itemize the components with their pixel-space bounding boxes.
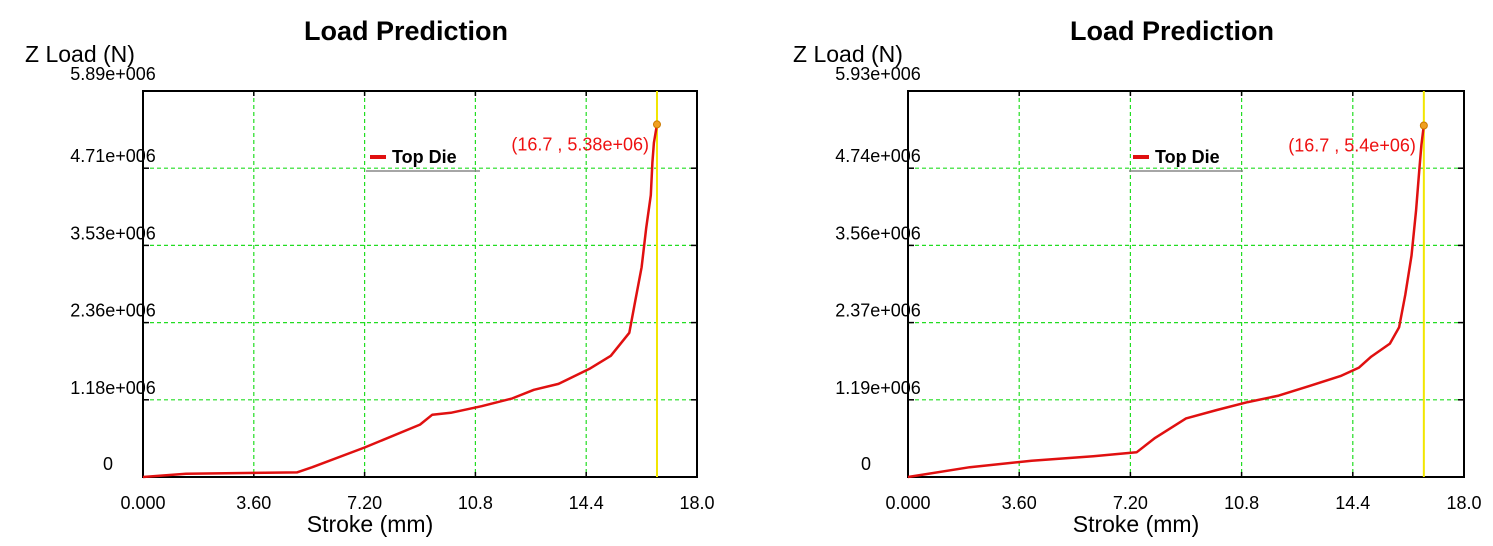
x-tick-label: 14.4: [569, 493, 604, 513]
cursor-marker: [1419, 121, 1428, 130]
x-axis-label: Stroke (mm): [1073, 511, 1200, 537]
y-tick-label: 0: [103, 454, 113, 474]
x-tick-label: 3.60: [1002, 493, 1037, 513]
x-tick-label: 7.20: [347, 493, 382, 513]
x-axis-label: Stroke (mm): [307, 511, 434, 537]
y-tick-label: 4.74e+006: [835, 146, 921, 166]
load-chart-right: Load Prediction Z Load (N) Stroke (mm) 0.00…: [793, 16, 1481, 537]
x-tick-label: 0.000: [885, 493, 930, 513]
x-tick-label: 14.4: [1335, 493, 1370, 513]
y-tick-label: 2.36e+006: [70, 301, 156, 321]
chart-panel-left: Load Prediction Z Load (N) Stroke (mm) 0.00…: [0, 0, 746, 546]
x-tick-label: 3.60: [236, 493, 271, 513]
y-tick-label: 4.71e+006: [70, 146, 156, 166]
load-chart-left: Load Prediction Z Load (N) Stroke (mm) 0.00…: [25, 16, 714, 537]
x-tick-label: 18.0: [679, 493, 714, 513]
series-line-top-die: [907, 125, 1426, 479]
chart-title: Load Prediction: [304, 16, 508, 46]
chart-panel-right: Load Prediction Z Load (N) Stroke (mm) 0.00…: [746, 0, 1492, 546]
y-tick-label: 1.18e+006: [70, 378, 156, 398]
y-tick-label: 2.37e+006: [835, 301, 921, 321]
x-tick-label: 7.20: [1113, 493, 1148, 513]
series-line-top-die: [142, 124, 659, 479]
y-tick-label: 1.19e+006: [835, 378, 921, 398]
y-tick-label: 5.89e+006: [70, 64, 156, 84]
legend-label: Top Die: [392, 147, 457, 167]
legend-label: Top Die: [1155, 147, 1220, 167]
cursor-readout: (16.7 , 5.4e+06): [1288, 135, 1416, 155]
y-tick-label: 3.56e+006: [835, 223, 921, 243]
plot-frame: [142, 90, 698, 478]
cursor-readout: (16.7 , 5.38e+06): [511, 134, 649, 154]
y-tick-label: 3.53e+006: [70, 223, 156, 243]
y-tick-label: 5.93e+006: [835, 64, 921, 84]
x-tick-label: 10.8: [1224, 493, 1259, 513]
x-tick-label: 18.0: [1446, 493, 1481, 513]
x-tick-label: 0.000: [120, 493, 165, 513]
chart-title: Load Prediction: [1070, 16, 1274, 46]
y-axis-label: Z Load (N): [793, 41, 903, 67]
y-tick-label: 0: [861, 454, 871, 474]
y-axis-label: Z Load (N): [25, 41, 135, 67]
cursor-marker: [652, 120, 661, 129]
x-tick-label: 10.8: [458, 493, 493, 513]
plot-frame: [907, 90, 1465, 478]
